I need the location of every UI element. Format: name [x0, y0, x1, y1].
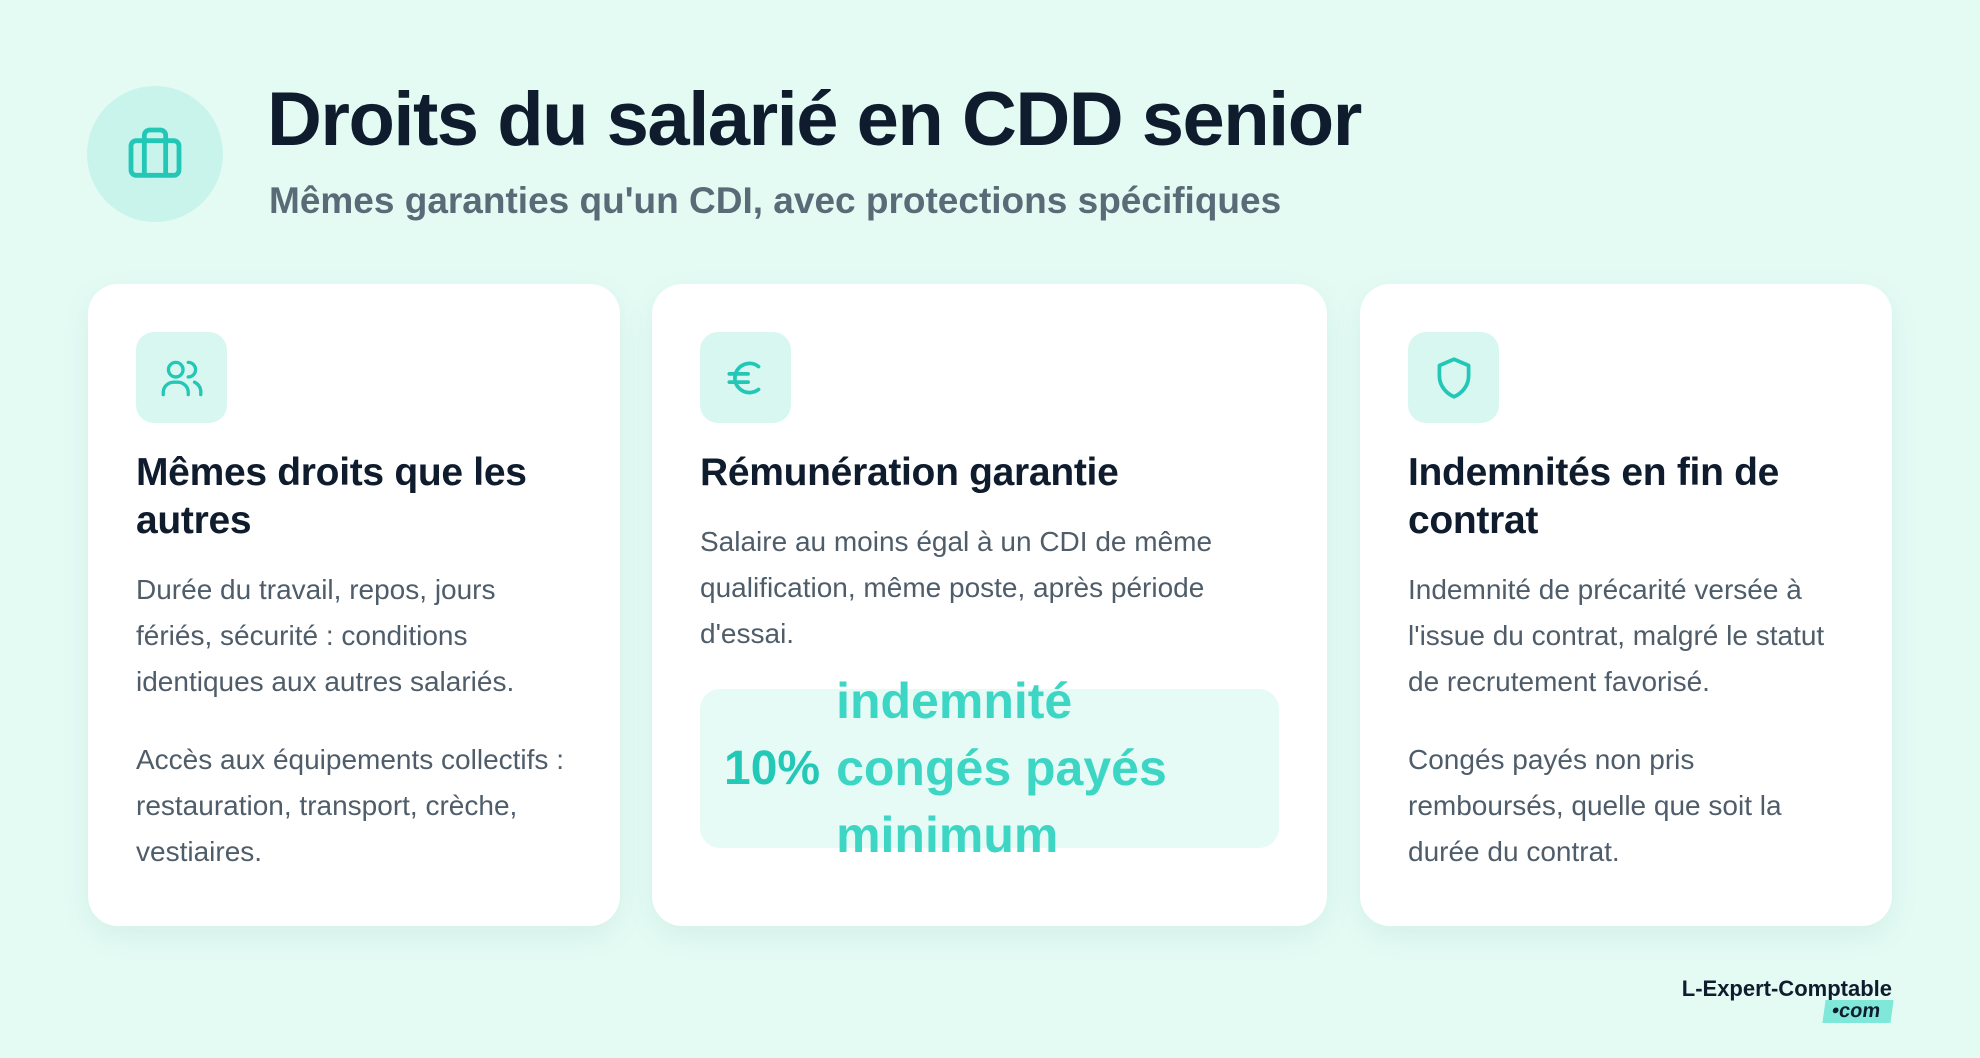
card: Rémunération garantie Salaire au moins é…	[652, 284, 1327, 926]
title: Droits du salarié en CDD senior	[267, 77, 1362, 162]
header-icon	[87, 86, 223, 222]
logo: L-Expert-Comptable •com	[1681, 976, 1894, 1023]
highlight-value: 10%	[724, 742, 821, 795]
card-icon	[136, 332, 227, 423]
card: Indemnités en fin de contrat Indemnité d…	[1360, 284, 1892, 926]
card-text: Durée du travail, repos, jours fériés, s…	[136, 574, 515, 697]
logo-suffix: •com	[1822, 1000, 1894, 1023]
card-icon	[700, 332, 791, 423]
card-title: Indemnités en fin de contrat	[1408, 451, 1780, 542]
subtitle: Mêmes garanties qu'un CDI, avec protecti…	[269, 180, 1282, 221]
card-text: Accès aux équipements collectifs : resta…	[136, 744, 564, 867]
card-text: Congés payés non pris remboursés, quelle…	[1408, 744, 1782, 867]
card-icon	[1408, 332, 1499, 423]
card-title: Rémunération garantie	[700, 451, 1119, 494]
card-text: Salaire au moins égal à un CDI de même q…	[700, 526, 1213, 649]
logo-name: L-Expert-Comptable	[1681, 976, 1892, 1001]
card-title: Mêmes droits que les autres	[136, 451, 527, 542]
highlight-text: indemnité congés payés minimum	[836, 673, 1167, 863]
highlight-box: 10% indemnité congés payés minimum	[700, 673, 1279, 863]
card-text: Indemnité de précarité versée à l'issue …	[1408, 574, 1825, 697]
card: Mêmes droits que les autres Durée du tra…	[88, 284, 620, 926]
